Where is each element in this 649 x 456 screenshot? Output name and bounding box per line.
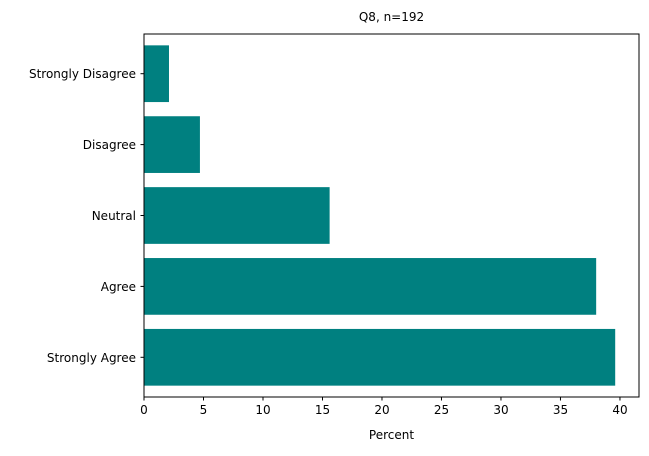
x-tick-label-35: 35 <box>553 403 568 417</box>
y-tick-label-strongly-agree: Strongly Agree <box>47 351 136 365</box>
y-axis: Strongly Disagree Disagree Neutral Agree Str… <box>29 67 144 365</box>
x-axis-label: Percent <box>369 428 414 442</box>
bar-neutral <box>144 187 330 244</box>
bar-agree <box>144 258 597 315</box>
x-tick-label-20: 20 <box>374 403 389 417</box>
chart-title: Q8, n=192 <box>359 10 424 24</box>
x-tick-label-30: 30 <box>493 403 508 417</box>
y-tick-label-agree: Agree <box>101 280 136 294</box>
bar-disagree <box>144 116 200 173</box>
x-axis: 0 5 10 15 20 25 30 35 40 <box>140 397 628 417</box>
y-tick-label-disagree: Disagree <box>83 138 136 152</box>
bars-layer <box>144 45 616 386</box>
y-tick-label-strongly-disagree: Strongly Disagree <box>29 67 136 81</box>
x-tick-label-25: 25 <box>434 403 449 417</box>
x-tick-label-10: 10 <box>255 403 270 417</box>
bar-strongly-agree <box>144 328 616 386</box>
bar-strongly-disagree <box>144 45 169 103</box>
y-tick-label-neutral: Neutral <box>92 209 136 223</box>
x-tick-label-0: 0 <box>140 403 148 417</box>
x-tick-label-5: 5 <box>200 403 208 417</box>
x-tick-label-40: 40 <box>612 403 627 417</box>
x-tick-label-15: 15 <box>315 403 330 417</box>
